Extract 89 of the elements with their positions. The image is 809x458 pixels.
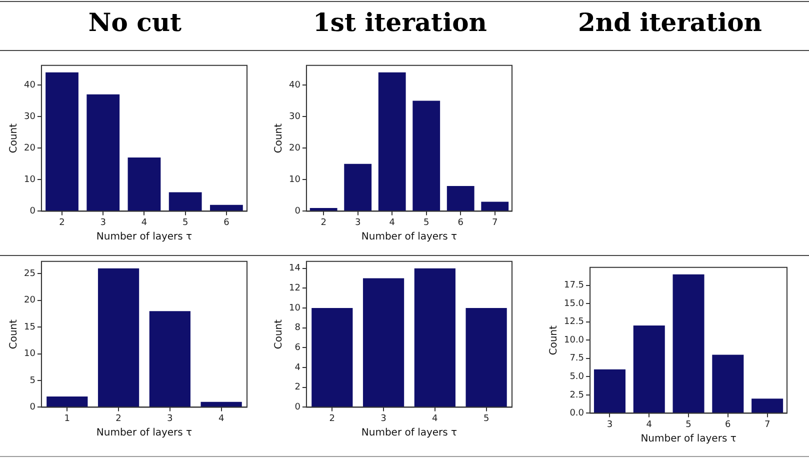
x-tick-label: 5 [182,218,188,228]
x-axis-title: Number of layers τ [361,428,458,439]
y-tick-label: 0 [30,206,36,217]
x-tick-label: 6 [725,420,732,430]
x-tick-label: 7 [492,218,498,228]
y-tick-label: 14 [289,264,301,274]
y-tick-label: 2.5 [570,390,584,400]
x-tick-label: 4 [389,218,396,228]
y-tick-label: 4 [294,362,301,373]
y-tick-label: 0 [294,402,301,413]
y-tick-label: 15 [24,322,36,332]
bar [46,396,88,407]
x-tick-label: 3 [606,420,613,430]
x-tick-label: 3 [167,414,173,424]
y-tick-label: 20 [289,143,301,154]
x-axis-title: Number of layers τ [96,428,192,439]
y-tick-label: 2 [294,382,300,393]
bar [200,402,242,407]
y-axis-title: Count [8,319,20,350]
x-tick-label: 4 [141,218,148,228]
y-tick-label: 10 [24,174,36,185]
y-axis-title: Count [274,123,285,154]
y-axis-title: Count [548,325,560,356]
bar [594,369,626,413]
y-tick-label: 30 [289,112,301,122]
y-tick-label: 7.5 [570,354,584,364]
bar [412,100,440,211]
x-tick-label: 4 [432,414,438,424]
text: 2nd iteration [577,8,763,37]
bar [168,192,202,211]
text: No cut [87,8,183,37]
y-tick-label: 10 [24,349,36,360]
y-tick-label: 20 [24,143,36,154]
bar [672,274,704,413]
x-tick-label: 5 [483,414,490,424]
x-tick-label: 2 [59,218,65,228]
bar [712,354,744,413]
x-axis-title: Number of layers τ [361,232,458,243]
y-tick-label: 25 [24,269,36,280]
y-tick-label: 40 [24,80,36,90]
bar [344,164,372,211]
bar [633,326,665,413]
y-tick-label: 10.0 [564,335,584,346]
x-tick-label: 7 [764,420,770,430]
x-tick-label: 4 [646,420,652,430]
text: 1st iteration [312,8,488,37]
x-tick-label: 3 [380,414,386,424]
x-tick-label: 3 [354,218,361,228]
bar [149,311,190,407]
x-axis-title: Number of layers τ [640,434,736,445]
y-axis-title: Count [274,319,285,350]
y-tick-label: 40 [289,80,301,90]
bar [86,94,120,211]
x-tick-label: 1 [64,414,70,424]
y-tick-label: 15.0 [564,298,584,309]
y-tick-label: 5.0 [570,372,584,382]
bar [98,268,140,407]
x-tick-label: 2 [320,218,326,228]
y-tick-label: 8 [294,323,301,334]
x-tick-label: 2 [329,414,336,424]
bar [46,72,78,211]
bar [128,158,161,211]
y-tick-label: 12.5 [564,317,584,328]
bar [752,398,784,413]
x-tick-label: 5 [423,218,430,228]
bar [310,208,338,211]
y-tick-label: 0.0 [570,408,584,419]
y-tick-label: 17.5 [564,280,584,291]
y-tick-label: 5 [30,376,36,386]
y-tick-label: 30 [24,112,36,122]
bar [210,204,243,211]
x-tick-label: 6 [458,218,464,228]
bar [446,186,474,211]
x-tick-label: 2 [116,414,122,424]
y-tick-label: 20 [24,296,36,306]
y-axis-title: Count [8,123,20,154]
y-tick-label: 10 [289,174,301,185]
y-tick-label: 12 [289,284,300,294]
x-tick-label: 3 [100,218,106,228]
y-tick-label: 6 [294,343,301,354]
x-axis-title: Number of layers τ [96,232,192,243]
y-tick-label: 10 [289,303,301,314]
y-tick-label: 0 [294,206,301,217]
bar [378,72,406,211]
x-tick-label: 4 [218,414,224,424]
x-tick-label: 5 [686,420,692,430]
bar [481,202,509,211]
x-tick-label: 6 [224,218,230,228]
y-tick-label: 0 [30,402,36,413]
